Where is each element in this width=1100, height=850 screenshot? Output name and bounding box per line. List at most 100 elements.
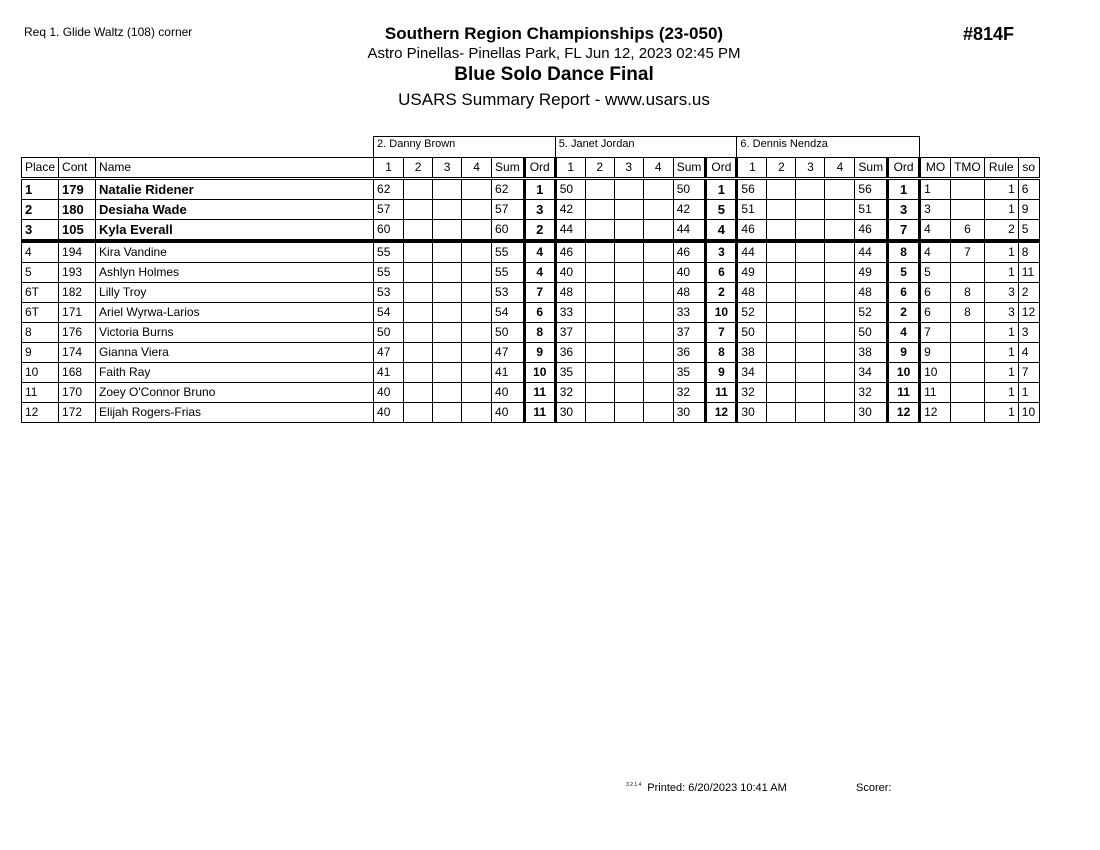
score-2-cell: [403, 362, 434, 383]
ordinal-cell: 1: [522, 178, 556, 200]
rule-cell: 1: [983, 262, 1019, 283]
name-cell: Lilly Troy: [95, 282, 375, 303]
score-4-cell: [824, 262, 856, 283]
header-score-1: 1: [373, 157, 405, 180]
score-2-cell: [766, 322, 797, 343]
score-2-cell: [584, 322, 615, 343]
place-cell: 8: [20, 322, 60, 343]
score-4-cell: [642, 402, 674, 423]
score-2-cell: [403, 240, 434, 263]
sum-cell: 38: [854, 342, 889, 363]
cont-cell: 182: [58, 282, 97, 303]
sum-cell: 46: [672, 240, 707, 263]
score-4-cell: [461, 199, 493, 220]
score-4-cell: [461, 342, 493, 363]
mo-cell: 12: [918, 402, 952, 423]
cont-cell: 194: [58, 240, 97, 263]
so-cell: 10: [1017, 402, 1040, 423]
mo-cell: 4: [918, 219, 952, 243]
name-cell: Victoria Burns: [95, 322, 375, 343]
score-2-cell: [766, 240, 797, 263]
tmo-cell: [950, 262, 985, 283]
score-3-cell: [432, 342, 463, 363]
mo-cell: 11: [918, 382, 952, 403]
score-4-cell: [824, 362, 856, 383]
name-cell: Kyla Everall: [95, 219, 375, 243]
ordinal-cell: 2: [886, 302, 921, 323]
score-1-cell: 50: [373, 322, 405, 343]
score-1-cell: 40: [373, 382, 405, 403]
score-1-cell: 33: [553, 302, 586, 323]
score-3-cell: [613, 240, 644, 263]
score-1-cell: 40: [373, 402, 405, 423]
header-score-1: 1: [735, 157, 768, 180]
header-name: Name: [95, 157, 375, 180]
score-3-cell: [795, 219, 826, 243]
mo-cell: 5: [918, 262, 952, 283]
ordinal-cell: 3: [522, 199, 556, 220]
header-score-1: 1: [553, 157, 586, 180]
score-2-cell: [584, 362, 615, 383]
rule-cell: 1: [983, 382, 1019, 403]
header-score-2: 2: [766, 157, 797, 180]
place-cell: 6T: [20, 282, 60, 303]
header-score-4: 4: [824, 157, 856, 180]
ordinal-cell: 11: [704, 382, 738, 403]
score-4-cell: [824, 382, 856, 403]
score-2-cell: [584, 302, 615, 323]
sum-cell: 50: [491, 322, 525, 343]
score-3-cell: [613, 342, 644, 363]
ordinal-cell: 1: [704, 178, 738, 200]
score-3-cell: [613, 382, 644, 403]
score-1-cell: 48: [735, 282, 768, 303]
header-score-3: 3: [795, 157, 826, 180]
header-score-sum: Sum: [672, 157, 707, 180]
place-cell: 4: [20, 240, 60, 263]
score-1-cell: 38: [735, 342, 768, 363]
score-4-cell: [461, 322, 493, 343]
rule-cell: 1: [983, 178, 1019, 200]
score-3-cell: [613, 362, 644, 383]
score-1-cell: 55: [373, 262, 405, 283]
place-cell: 2: [20, 199, 60, 220]
score-1-cell: 51: [735, 199, 768, 220]
cont-cell: 179: [58, 178, 97, 200]
table-row: 2 180 Desiaha Wade 57 57 3 42 42 5 51 51 3 3 1 9: [20, 199, 1040, 220]
mo-cell: 1: [918, 178, 952, 200]
score-1-cell: 37: [553, 322, 586, 343]
cont-cell: 180: [58, 199, 97, 220]
score-1-cell: 53: [373, 282, 405, 303]
score-2-cell: [403, 382, 434, 403]
score-1-cell: 62: [373, 178, 405, 200]
score-1-cell: 52: [735, 302, 768, 323]
score-4-cell: [461, 262, 493, 283]
rule-cell: 1: [983, 240, 1019, 263]
tmo-cell: 6: [950, 219, 985, 243]
score-3-cell: [432, 240, 463, 263]
score-1-cell: 44: [735, 240, 768, 263]
score-2-cell: [766, 219, 797, 243]
score-2-cell: [584, 199, 615, 220]
score-4-cell: [461, 219, 493, 243]
so-cell: 1: [1017, 382, 1040, 403]
score-4-cell: [824, 302, 856, 323]
tmo-cell: [950, 402, 985, 423]
sum-cell: 60: [491, 219, 525, 243]
sum-cell: 32: [854, 382, 889, 403]
score-4-cell: [824, 178, 856, 200]
score-2-cell: [403, 322, 434, 343]
sum-cell: 44: [854, 240, 889, 263]
sum-cell: 33: [672, 302, 707, 323]
score-1-cell: 46: [553, 240, 586, 263]
score-3-cell: [613, 219, 644, 243]
score-3-cell: [613, 199, 644, 220]
score-3-cell: [795, 302, 826, 323]
score-1-cell: 55: [373, 240, 405, 263]
score-3-cell: [432, 262, 463, 283]
place-cell: 10: [20, 362, 60, 383]
score-3-cell: [432, 219, 463, 243]
score-2-cell: [403, 262, 434, 283]
cont-cell: 105: [58, 219, 97, 243]
name-cell: Natalie Ridener: [95, 178, 375, 200]
score-1-cell: 32: [553, 382, 586, 403]
